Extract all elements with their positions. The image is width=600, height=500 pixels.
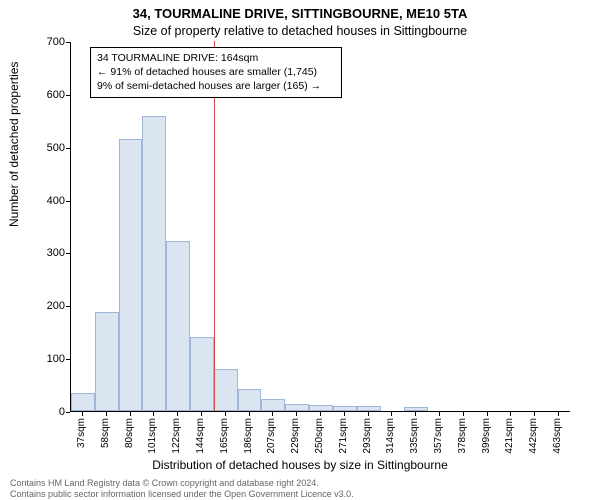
y-tick-mark — [66, 95, 70, 96]
y-tick-label: 700 — [15, 36, 65, 48]
histogram-bar — [119, 139, 143, 411]
y-tick-mark — [66, 201, 70, 202]
footer-line-2: Contains public sector information licen… — [10, 489, 354, 499]
y-tick-mark — [66, 42, 70, 43]
x-tick-mark — [391, 412, 392, 416]
chart-title-sub: Size of property relative to detached ho… — [0, 24, 600, 38]
x-tick-mark — [510, 412, 511, 416]
histogram-bar — [357, 406, 381, 411]
x-tick-mark — [558, 412, 559, 416]
x-tick-mark — [344, 412, 345, 416]
x-tick-mark — [177, 412, 178, 416]
annotation-line-3: 9% of semi-detached houses are larger (1… — [97, 79, 335, 93]
x-tick-mark — [249, 412, 250, 416]
chart-container: 34, TOURMALINE DRIVE, SITTINGBOURNE, ME1… — [0, 0, 600, 500]
x-tick-mark — [415, 412, 416, 416]
y-tick-label: 100 — [15, 353, 65, 365]
histogram-bar — [285, 404, 309, 411]
x-tick-mark — [439, 412, 440, 416]
y-tick-label: 0 — [15, 406, 65, 418]
histogram-bar — [333, 406, 357, 411]
y-tick-mark — [66, 359, 70, 360]
x-tick-mark — [130, 412, 131, 416]
x-axis-title: Distribution of detached houses by size … — [0, 458, 600, 472]
x-tick-mark — [487, 412, 488, 416]
y-tick-mark — [66, 306, 70, 307]
x-tick-mark — [296, 412, 297, 416]
y-tick-label: 600 — [15, 89, 65, 101]
y-tick-label: 400 — [15, 195, 65, 207]
footer-line-1: Contains HM Land Registry data © Crown c… — [10, 478, 319, 488]
histogram-bar — [404, 407, 428, 411]
histogram-bar — [142, 116, 166, 411]
y-tick-mark — [66, 148, 70, 149]
annotation-line-1: 34 TOURMALINE DRIVE: 164sqm — [97, 51, 335, 65]
histogram-bar — [214, 369, 238, 411]
annotation-box: 34 TOURMALINE DRIVE: 164sqm ← 91% of det… — [90, 47, 342, 98]
x-tick-mark — [201, 412, 202, 416]
x-tick-mark — [82, 412, 83, 416]
y-tick-label: 300 — [15, 247, 65, 259]
x-tick-mark — [320, 412, 321, 416]
x-tick-mark — [106, 412, 107, 416]
histogram-bar — [166, 241, 190, 411]
x-tick-mark — [534, 412, 535, 416]
x-tick-mark — [463, 412, 464, 416]
y-tick-label: 500 — [15, 142, 65, 154]
y-tick-mark — [66, 412, 70, 413]
chart-title-main: 34, TOURMALINE DRIVE, SITTINGBOURNE, ME1… — [0, 6, 600, 21]
x-tick-mark — [225, 412, 226, 416]
histogram-bar — [238, 389, 262, 411]
histogram-bar — [190, 337, 214, 411]
histogram-bar — [95, 312, 119, 411]
y-tick-mark — [66, 253, 70, 254]
histogram-bar — [261, 399, 285, 411]
x-tick-mark — [153, 412, 154, 416]
x-tick-mark — [272, 412, 273, 416]
y-tick-label: 200 — [15, 300, 65, 312]
histogram-bar — [71, 393, 95, 412]
annotation-line-2: ← 91% of detached houses are smaller (1,… — [97, 65, 335, 79]
histogram-bar — [309, 405, 333, 411]
x-tick-mark — [368, 412, 369, 416]
